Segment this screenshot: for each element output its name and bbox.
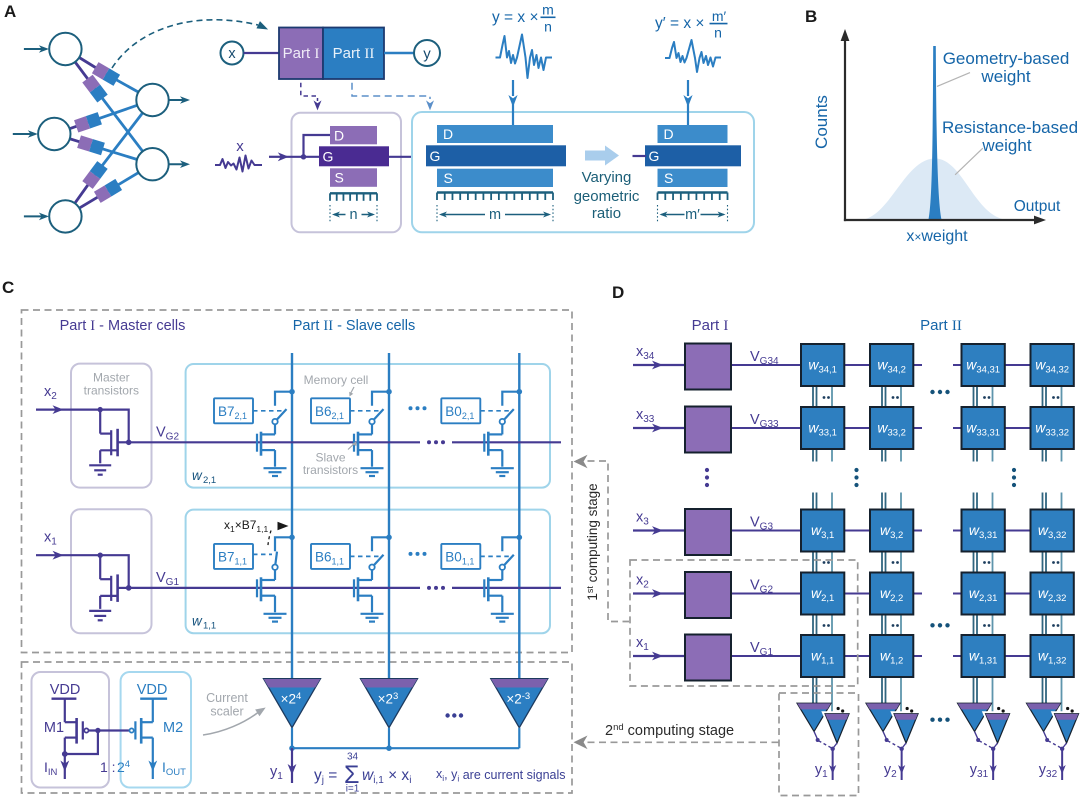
svg-text:Part II - Slave cells: Part II - Slave cells	[293, 318, 416, 334]
svg-text:2,1: 2,1	[203, 475, 216, 486]
svg-text:G: G	[323, 149, 334, 165]
svg-text:1,1: 1,1	[203, 621, 216, 632]
svg-text:w1,32: w1,32	[1038, 648, 1067, 667]
svg-text:w3,32: w3,32	[1038, 522, 1067, 541]
svg-text:x×weight: x×weight	[906, 228, 968, 245]
svg-text:Part II: Part II	[333, 45, 375, 62]
svg-text:B: B	[805, 7, 817, 26]
svg-text:Output: Output	[1014, 198, 1061, 215]
svg-text:ratio: ratio	[592, 205, 621, 222]
svg-text:A: A	[4, 2, 16, 21]
svg-text:Master: Master	[93, 371, 130, 385]
svg-text:w2,2: w2,2	[880, 585, 903, 604]
svg-text:m: m	[542, 2, 554, 18]
svg-text:x: x	[236, 138, 244, 155]
svg-text:x: x	[228, 46, 236, 62]
svg-text:y: y	[423, 46, 431, 63]
svg-text:m: m	[489, 207, 501, 223]
svg-text:w3,2: w3,2	[880, 522, 903, 541]
svg-text:n: n	[349, 207, 357, 223]
svg-text:C: C	[2, 278, 14, 297]
svg-text:geometric: geometric	[574, 188, 640, 205]
svg-text:xi, yi are current signals: xi, yi are current signals	[436, 767, 566, 784]
svg-text:Memory cell: Memory cell	[304, 373, 369, 387]
svg-text:weight: weight	[981, 136, 1031, 155]
svg-text:w33,1: w33,1	[808, 420, 837, 439]
svg-text:w33,32: w33,32	[1035, 420, 1069, 439]
svg-text:w: w	[192, 468, 203, 483]
svg-text:w1,2: w1,2	[880, 648, 903, 667]
svg-text:1 :: 1 :	[100, 759, 116, 775]
svg-text:VDD: VDD	[137, 682, 168, 698]
svg-text:w1,31: w1,31	[969, 648, 998, 667]
svg-text:w33,31: w33,31	[966, 420, 1000, 439]
svg-text:wi,1 × xi: wi,1 × xi	[362, 767, 411, 786]
svg-text:Geometry-based: Geometry-based	[943, 49, 1070, 68]
svg-text:Part I - Master cells: Part I - Master cells	[60, 318, 186, 334]
svg-text:Part I: Part I	[692, 317, 729, 334]
svg-text:Part II: Part II	[920, 317, 962, 334]
svg-text:m′: m′	[685, 207, 700, 223]
svg-text:m′: m′	[712, 8, 727, 24]
svg-text:w33,2: w33,2	[877, 420, 906, 439]
svg-text:Counts: Counts	[812, 95, 831, 149]
svg-text:Part I: Part I	[283, 45, 320, 62]
svg-text:M2: M2	[163, 720, 183, 736]
svg-text:yj =: yj =	[314, 767, 337, 786]
svg-text:transistors: transistors	[303, 463, 358, 477]
svg-text:S: S	[444, 170, 453, 186]
svg-text:Current: Current	[206, 691, 248, 705]
svg-text:34: 34	[347, 752, 359, 763]
svg-text:w34,2: w34,2	[877, 357, 906, 376]
svg-text:transistors: transistors	[84, 384, 139, 398]
svg-text:S: S	[335, 170, 344, 186]
svg-text:D: D	[612, 283, 624, 302]
svg-text:w2,31: w2,31	[969, 585, 998, 604]
svg-text:i=1: i=1	[346, 784, 360, 795]
svg-text:2nd computing stage: 2nd computing stage	[605, 722, 734, 739]
svg-text:scaler: scaler	[210, 705, 243, 719]
svg-text:w1,1: w1,1	[811, 648, 834, 667]
svg-text:S: S	[664, 170, 673, 186]
svg-text:M1: M1	[44, 720, 64, 736]
svg-text:w34,32: w34,32	[1035, 357, 1069, 376]
svg-text:w3,31: w3,31	[969, 522, 998, 541]
svg-text:Resistance-based: Resistance-based	[942, 118, 1078, 137]
svg-text:n: n	[544, 19, 552, 35]
svg-text:w2,1: w2,1	[811, 585, 834, 604]
svg-text:w: w	[192, 614, 203, 629]
svg-text:weight: weight	[980, 67, 1030, 86]
svg-text:y = x ×: y = x ×	[492, 9, 539, 26]
svg-text:w3,1: w3,1	[811, 522, 834, 541]
svg-text:Slave: Slave	[315, 451, 345, 465]
svg-text:y′ = x ×: y′ = x ×	[655, 15, 704, 32]
svg-text:n: n	[714, 25, 722, 41]
svg-text:G: G	[649, 148, 660, 164]
svg-text:Σ: Σ	[344, 761, 359, 789]
svg-text:D: D	[443, 126, 453, 142]
svg-text:1st computing stage: 1st computing stage	[585, 483, 600, 600]
svg-text:Varying: Varying	[582, 169, 632, 186]
svg-text:D: D	[664, 126, 674, 142]
svg-text:w2,32: w2,32	[1038, 585, 1067, 604]
svg-text:w34,31: w34,31	[966, 357, 1000, 376]
svg-text:G: G	[430, 148, 441, 164]
svg-text:D: D	[334, 128, 344, 144]
svg-text:w34,1: w34,1	[808, 357, 837, 376]
svg-text:VDD: VDD	[50, 682, 81, 698]
